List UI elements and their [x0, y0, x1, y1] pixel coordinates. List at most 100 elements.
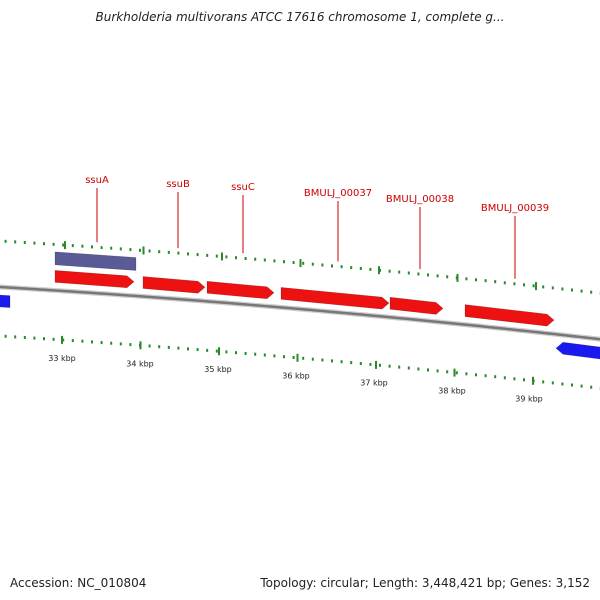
minor-tick [110, 246, 113, 250]
minor-tick [254, 257, 257, 261]
minor-tick [475, 278, 477, 282]
major-tick [139, 341, 142, 350]
minor-tick [33, 336, 36, 340]
minor-tick [81, 244, 84, 248]
minor-tick [436, 274, 439, 278]
scale-tick-label: 36 kbp [282, 372, 310, 381]
minor-tick [407, 366, 410, 370]
minor-tick [523, 378, 525, 382]
minor-tick [148, 344, 151, 348]
minor-tick [196, 348, 199, 352]
minor-tick [110, 341, 113, 345]
minor-tick [302, 356, 305, 360]
minor-tick [4, 239, 7, 243]
minor-tick [81, 339, 84, 343]
gene-BMULJ_00039[interactable] [464, 304, 555, 327]
minor-tick [359, 267, 362, 270]
minor-tick [119, 342, 122, 346]
minor-tick [561, 382, 564, 386]
minor-tick [263, 258, 266, 262]
minor-tick [91, 245, 93, 249]
major-tick [61, 335, 63, 344]
minor-tick [494, 280, 497, 284]
minor-tick [206, 348, 209, 352]
major-tick [296, 353, 299, 362]
minor-tick [235, 351, 237, 355]
scale-tick-label: 39 kbp [515, 394, 543, 403]
gene-label[interactable]: BMULJ_00038 [386, 194, 454, 205]
minor-tick [215, 349, 218, 353]
minor-tick [62, 243, 65, 247]
minor-tick [91, 340, 93, 344]
minor-tick [167, 345, 170, 349]
major-tick [456, 273, 459, 282]
gene-ssuA[interactable] [54, 270, 135, 289]
minor-tick [43, 337, 45, 341]
minor-tick [475, 373, 477, 377]
minor-tick [513, 377, 516, 381]
minor-tick [100, 246, 103, 250]
scale-tick-label: 35 kbp [204, 365, 232, 374]
minor-tick [571, 383, 573, 387]
minor-tick [119, 247, 122, 251]
minor-tick [571, 288, 573, 292]
minor-tick [14, 240, 17, 244]
minor-tick [455, 371, 458, 375]
gene-ssuC[interactable] [206, 280, 275, 300]
minor-tick [331, 264, 333, 268]
minor-tick [379, 363, 381, 367]
minor-tick [398, 365, 401, 369]
gene-reverse-left[interactable] [0, 294, 11, 308]
gene-label[interactable]: ssuA [85, 175, 109, 186]
major-tick [221, 252, 223, 261]
minor-tick [503, 281, 506, 285]
minor-tick [311, 357, 314, 361]
gene-label[interactable]: BMULJ_00037 [304, 188, 372, 199]
major-tick [218, 347, 220, 356]
minor-tick [196, 253, 199, 257]
gene-BMULJ_00038[interactable] [389, 296, 444, 315]
major-tick [532, 376, 534, 385]
minor-tick [23, 336, 26, 339]
minor-tick [283, 260, 285, 264]
minor-tick [187, 347, 189, 351]
minor-tick [436, 369, 439, 373]
minor-tick [311, 262, 314, 266]
minor-tick [52, 337, 55, 341]
minor-tick [292, 261, 295, 264]
major-tick [64, 241, 66, 250]
minor-tick [523, 283, 525, 287]
inner-scale-ring [4, 334, 600, 390]
minor-tick [292, 356, 295, 359]
minor-tick [484, 279, 487, 283]
minor-tick [369, 267, 372, 271]
minor-tick [71, 339, 74, 343]
gene-label[interactable]: ssuC [231, 182, 255, 193]
gene-label[interactable]: ssuB [166, 179, 190, 190]
map-title: Burkholderia multivorans ATCC 17616 chro… [95, 10, 505, 24]
minor-tick [254, 352, 257, 356]
major-tick [299, 259, 302, 268]
minor-tick [273, 259, 276, 263]
selected-gene-bar[interactable] [54, 251, 137, 271]
minor-tick [129, 343, 132, 347]
minor-tick [321, 263, 324, 267]
minor-tick [158, 345, 161, 349]
minor-tick [206, 253, 209, 257]
gene-reverse-right[interactable] [555, 341, 600, 360]
minor-tick [465, 277, 468, 281]
minor-tick [321, 358, 324, 362]
minor-tick [43, 242, 45, 246]
minor-tick [417, 272, 420, 276]
minor-tick [350, 361, 353, 365]
minor-tick [359, 362, 362, 365]
outer-scale-ring [4, 239, 600, 295]
gene-BMULJ_00037[interactable] [280, 287, 390, 310]
minor-tick [503, 376, 506, 380]
gene-label[interactable]: BMULJ_00039 [481, 203, 549, 214]
minor-tick [369, 362, 372, 366]
minor-tick [100, 341, 103, 345]
gene-ssuB[interactable] [142, 276, 206, 294]
minor-tick [4, 334, 7, 338]
minor-tick [446, 275, 449, 279]
